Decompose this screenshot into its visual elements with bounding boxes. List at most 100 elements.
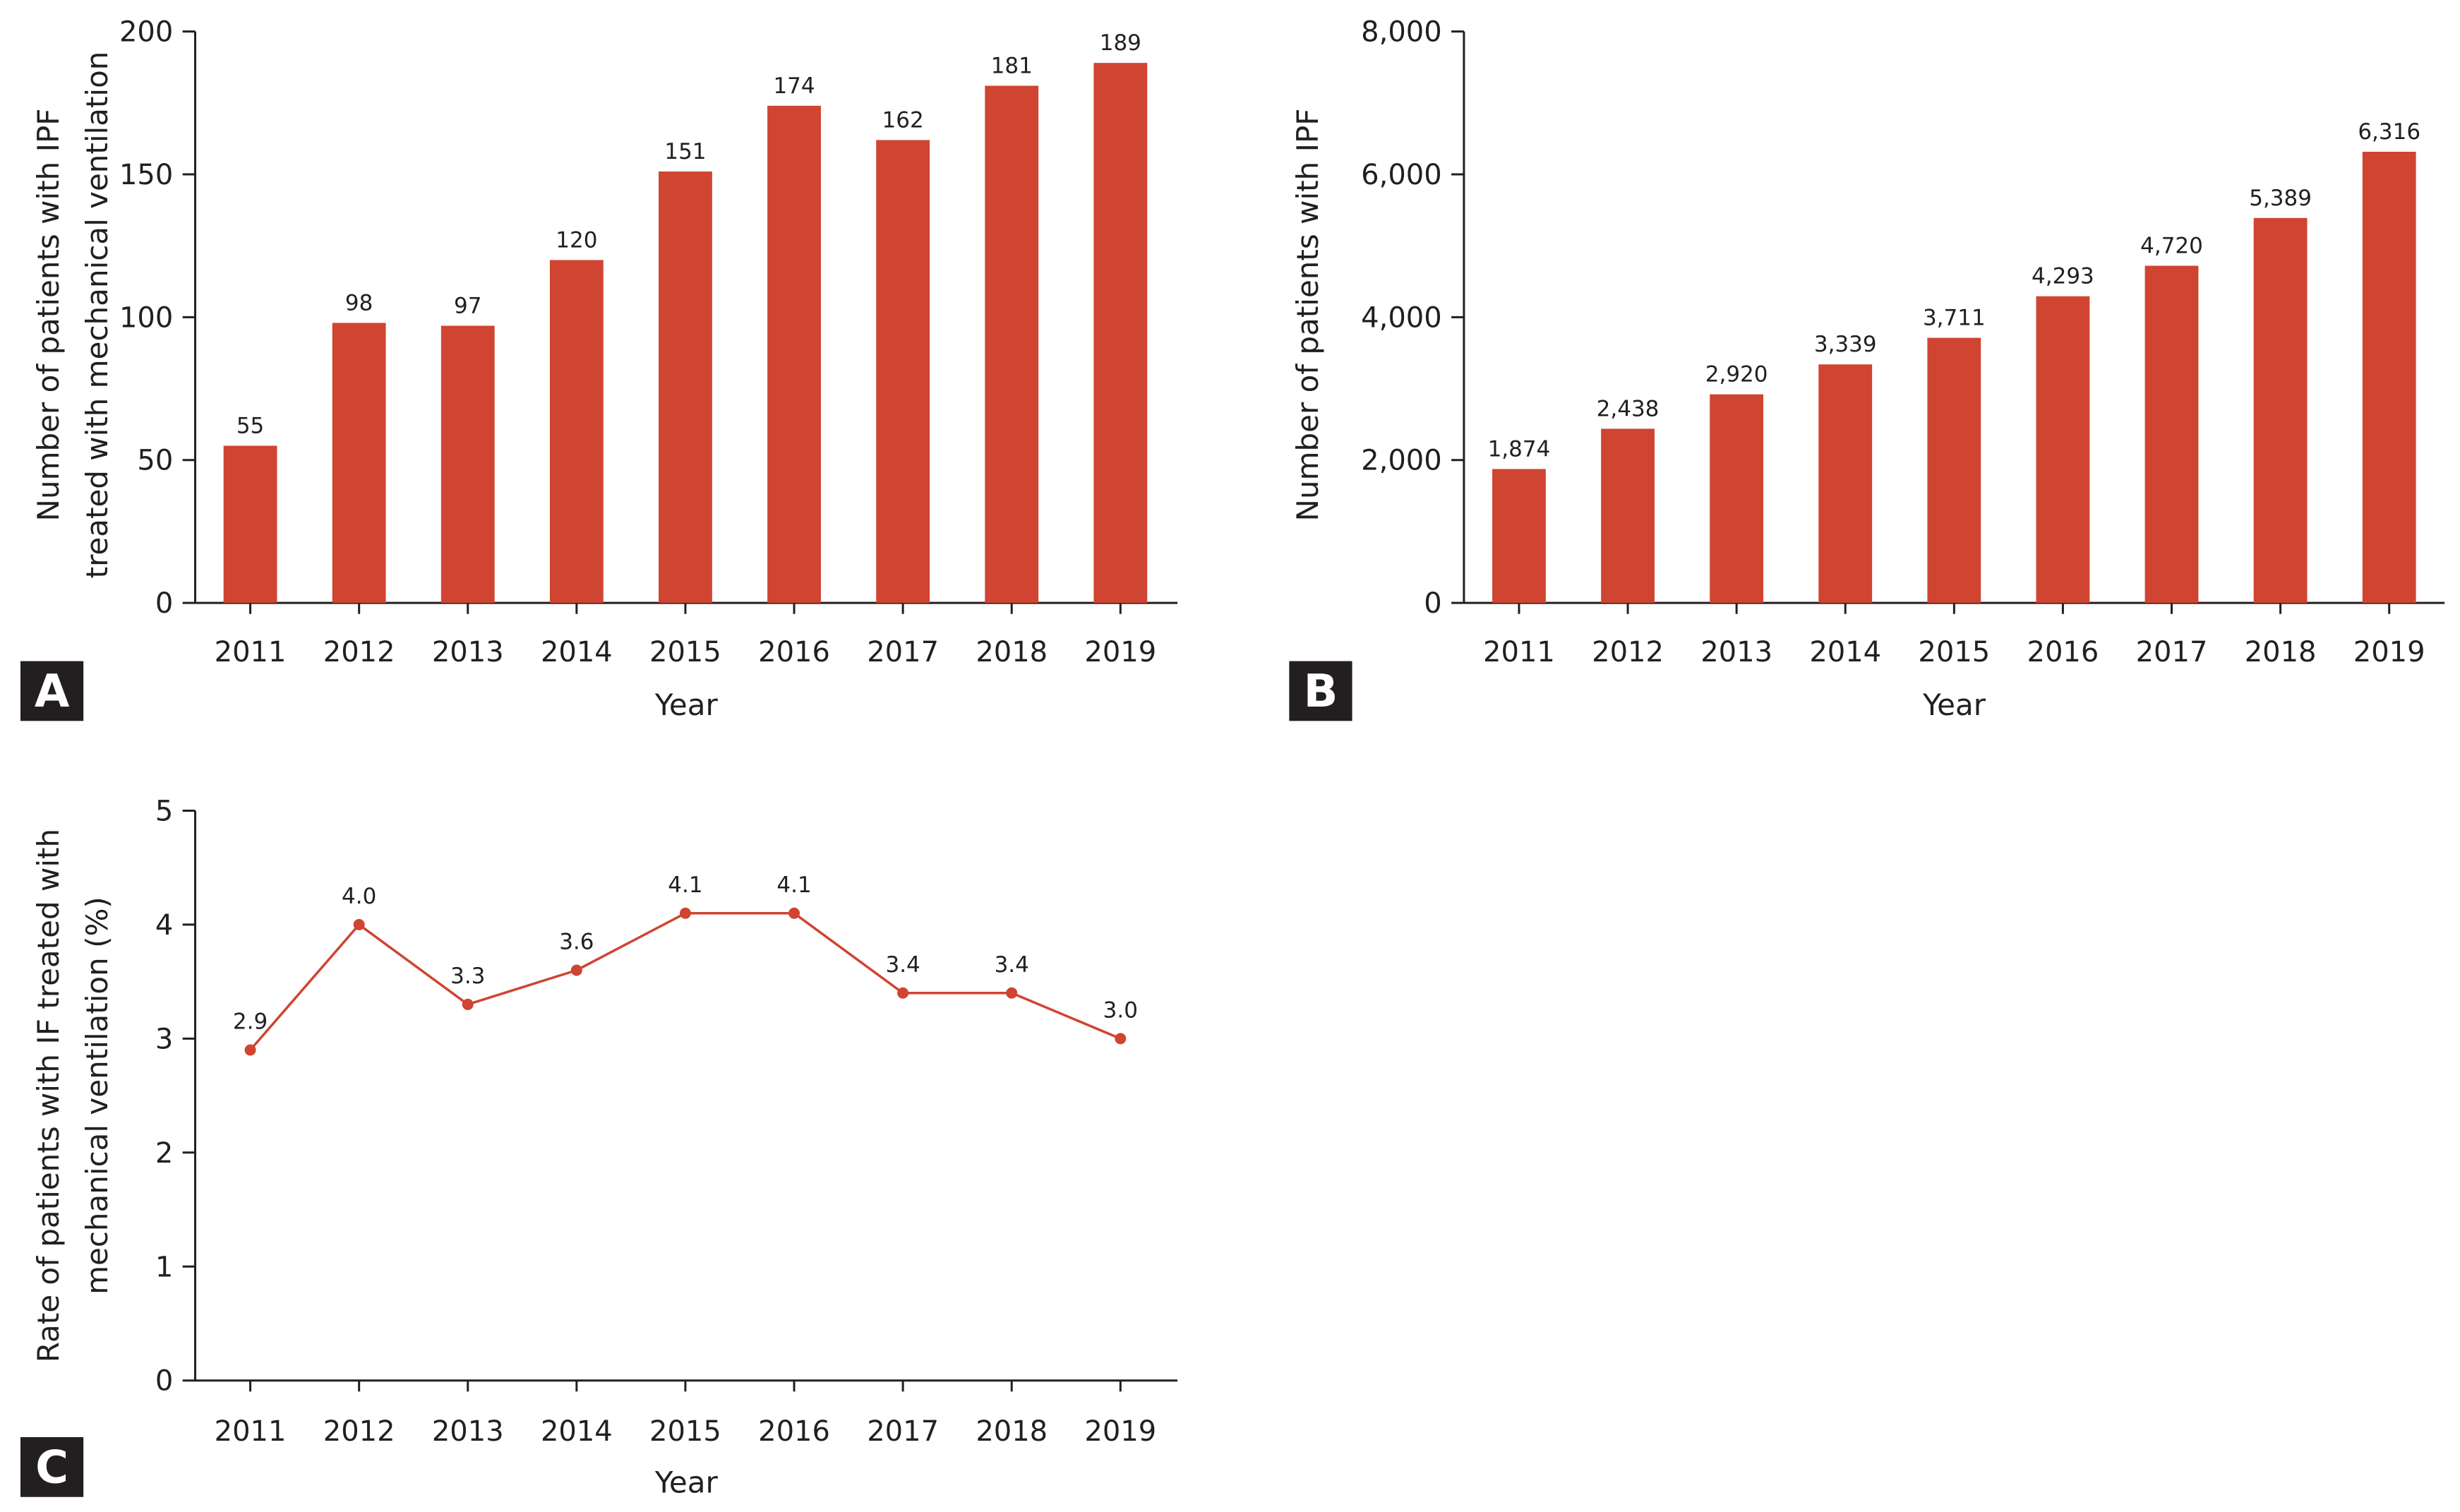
bar xyxy=(767,105,821,604)
panel-label-badge xyxy=(20,661,84,721)
bar-value-label: 120 xyxy=(556,227,597,253)
data-point xyxy=(897,987,909,999)
y-tick-label: 5 xyxy=(155,795,173,827)
x-tick-label: 2011 xyxy=(1483,636,1555,668)
x-tick-label: 2014 xyxy=(541,636,613,668)
x-tick-label: 2019 xyxy=(1084,1415,1156,1448)
y-tick-label: 2 xyxy=(155,1137,173,1170)
bar xyxy=(549,260,604,604)
panel-label: B xyxy=(1304,666,1338,718)
bar-value-label: 1,874 xyxy=(1488,436,1551,462)
panel-label-badge xyxy=(1289,661,1352,721)
x-tick-label: 2015 xyxy=(1918,636,1990,668)
y-tick-label: 50 xyxy=(137,445,173,477)
panel-b-bar-chart: 0 2,000 4,000 6,000 8,000 2011 2012 2013 2014 201… xyxy=(1289,16,2445,722)
y-tick-label: 4 xyxy=(155,909,173,942)
bar-value-label: 2,438 xyxy=(1597,396,1660,421)
bar-value-label: 151 xyxy=(664,139,706,164)
x-tick-label: 2013 xyxy=(432,1415,504,1448)
y-tick-label: 8,000 xyxy=(1361,16,1442,49)
x-tick-label: 2012 xyxy=(323,1415,395,1448)
bar xyxy=(2362,151,2416,604)
x-tick-label: 2017 xyxy=(867,1415,939,1448)
x-tick-label: 2015 xyxy=(649,1415,721,1448)
y-tick-label: 100 xyxy=(119,301,173,334)
data-point xyxy=(788,907,800,919)
bar-value-label: 55 xyxy=(236,413,264,438)
point-value-label: 4.0 xyxy=(342,884,376,909)
x-tick-label: 2017 xyxy=(2136,636,2208,668)
bar xyxy=(332,323,386,604)
point-value-label: 3.3 xyxy=(450,964,485,989)
x-tick-label: 2016 xyxy=(2027,636,2099,668)
panel-label-badge xyxy=(20,1436,84,1497)
bar xyxy=(440,325,495,604)
bar-value-label: 181 xyxy=(991,54,1033,79)
x-tick-label: 2014 xyxy=(541,1415,613,1448)
y-tick-label: 0 xyxy=(155,1365,173,1398)
y-tick-label: 2,000 xyxy=(1361,445,1442,477)
bar-value-label: 4,720 xyxy=(2140,233,2203,258)
panel-label: A xyxy=(35,666,70,718)
x-tick-label: 2019 xyxy=(2353,636,2425,668)
y-tick-label: 3 xyxy=(155,1023,173,1055)
bar xyxy=(2036,296,2090,604)
data-point xyxy=(1115,1033,1127,1045)
bar-value-label: 189 xyxy=(1100,30,1141,56)
x-tick-label: 2015 xyxy=(649,636,721,668)
bar xyxy=(876,140,930,604)
bar xyxy=(1710,394,1764,604)
x-tick-label: 2012 xyxy=(1592,636,1664,668)
x-tick-label: 2016 xyxy=(758,1415,830,1448)
x-tick-label: 2019 xyxy=(1084,636,1156,668)
x-tick-label: 2018 xyxy=(976,636,1048,668)
data-point xyxy=(1006,987,1018,999)
point-value-label: 2.9 xyxy=(233,1009,268,1034)
x-tick-label: 2017 xyxy=(867,636,939,668)
y-tick-label: 1 xyxy=(155,1251,173,1283)
bar-value-label: 3,711 xyxy=(1923,306,1986,331)
bar-value-label: 98 xyxy=(345,290,373,316)
data-point xyxy=(353,918,365,930)
bar xyxy=(1601,428,1655,604)
bar-value-label: 5,389 xyxy=(2249,186,2312,211)
bar-value-label: 3,339 xyxy=(1814,332,1877,357)
point-value-label: 3.0 xyxy=(1103,997,1138,1023)
data-point xyxy=(679,907,691,919)
bar-value-label: 162 xyxy=(882,107,924,133)
data-point xyxy=(244,1044,256,1056)
y-tick-label: 150 xyxy=(119,159,173,191)
x-tick-label: 2013 xyxy=(1700,636,1772,668)
y-tick-label: 0 xyxy=(1424,587,1441,620)
x-axis-label: Year xyxy=(1922,688,1986,722)
bar xyxy=(659,171,712,604)
x-tick-label: 2011 xyxy=(215,1415,287,1448)
x-tick-label: 2011 xyxy=(215,636,287,668)
panel-label: C xyxy=(35,1441,68,1494)
x-tick-label: 2013 xyxy=(432,636,504,668)
y-axis-label: Rate of patients with IF treated with xyxy=(31,829,66,1362)
x-tick-label: 2016 xyxy=(758,636,830,668)
bar-value-label: 6,316 xyxy=(2358,119,2420,145)
y-axis-label: mechanical ventilation (%) xyxy=(80,896,114,1295)
bar xyxy=(1818,364,1873,604)
y-tick-label: 6,000 xyxy=(1361,159,1442,191)
bar-value-label: 97 xyxy=(454,293,481,318)
x-tick-label: 2018 xyxy=(976,1415,1048,1448)
x-axis-label: Year xyxy=(654,1465,719,1500)
bar xyxy=(1093,63,1148,604)
bar xyxy=(2253,217,2308,604)
point-value-label: 3.6 xyxy=(559,929,594,954)
bar-value-label: 4,293 xyxy=(2032,264,2094,289)
y-tick-label: 0 xyxy=(155,587,173,620)
bar-value-label: 2,920 xyxy=(1705,362,1768,388)
data-point xyxy=(462,998,474,1010)
panel-c-line-chart: 0 1 2 3 4 5 2011 2012 2013 2014 2015 2016 2017 2018 20… xyxy=(20,795,1178,1500)
point-value-label: 4.1 xyxy=(668,872,702,898)
panel-a-bar-chart: 0 50 100 150 200 2011 2012 2013 2014 2015 2016 2017… xyxy=(20,16,1178,722)
point-value-label: 4.1 xyxy=(776,872,811,898)
bar xyxy=(1927,337,1981,604)
x-axis-label: Year xyxy=(654,688,719,722)
bar xyxy=(985,85,1039,604)
